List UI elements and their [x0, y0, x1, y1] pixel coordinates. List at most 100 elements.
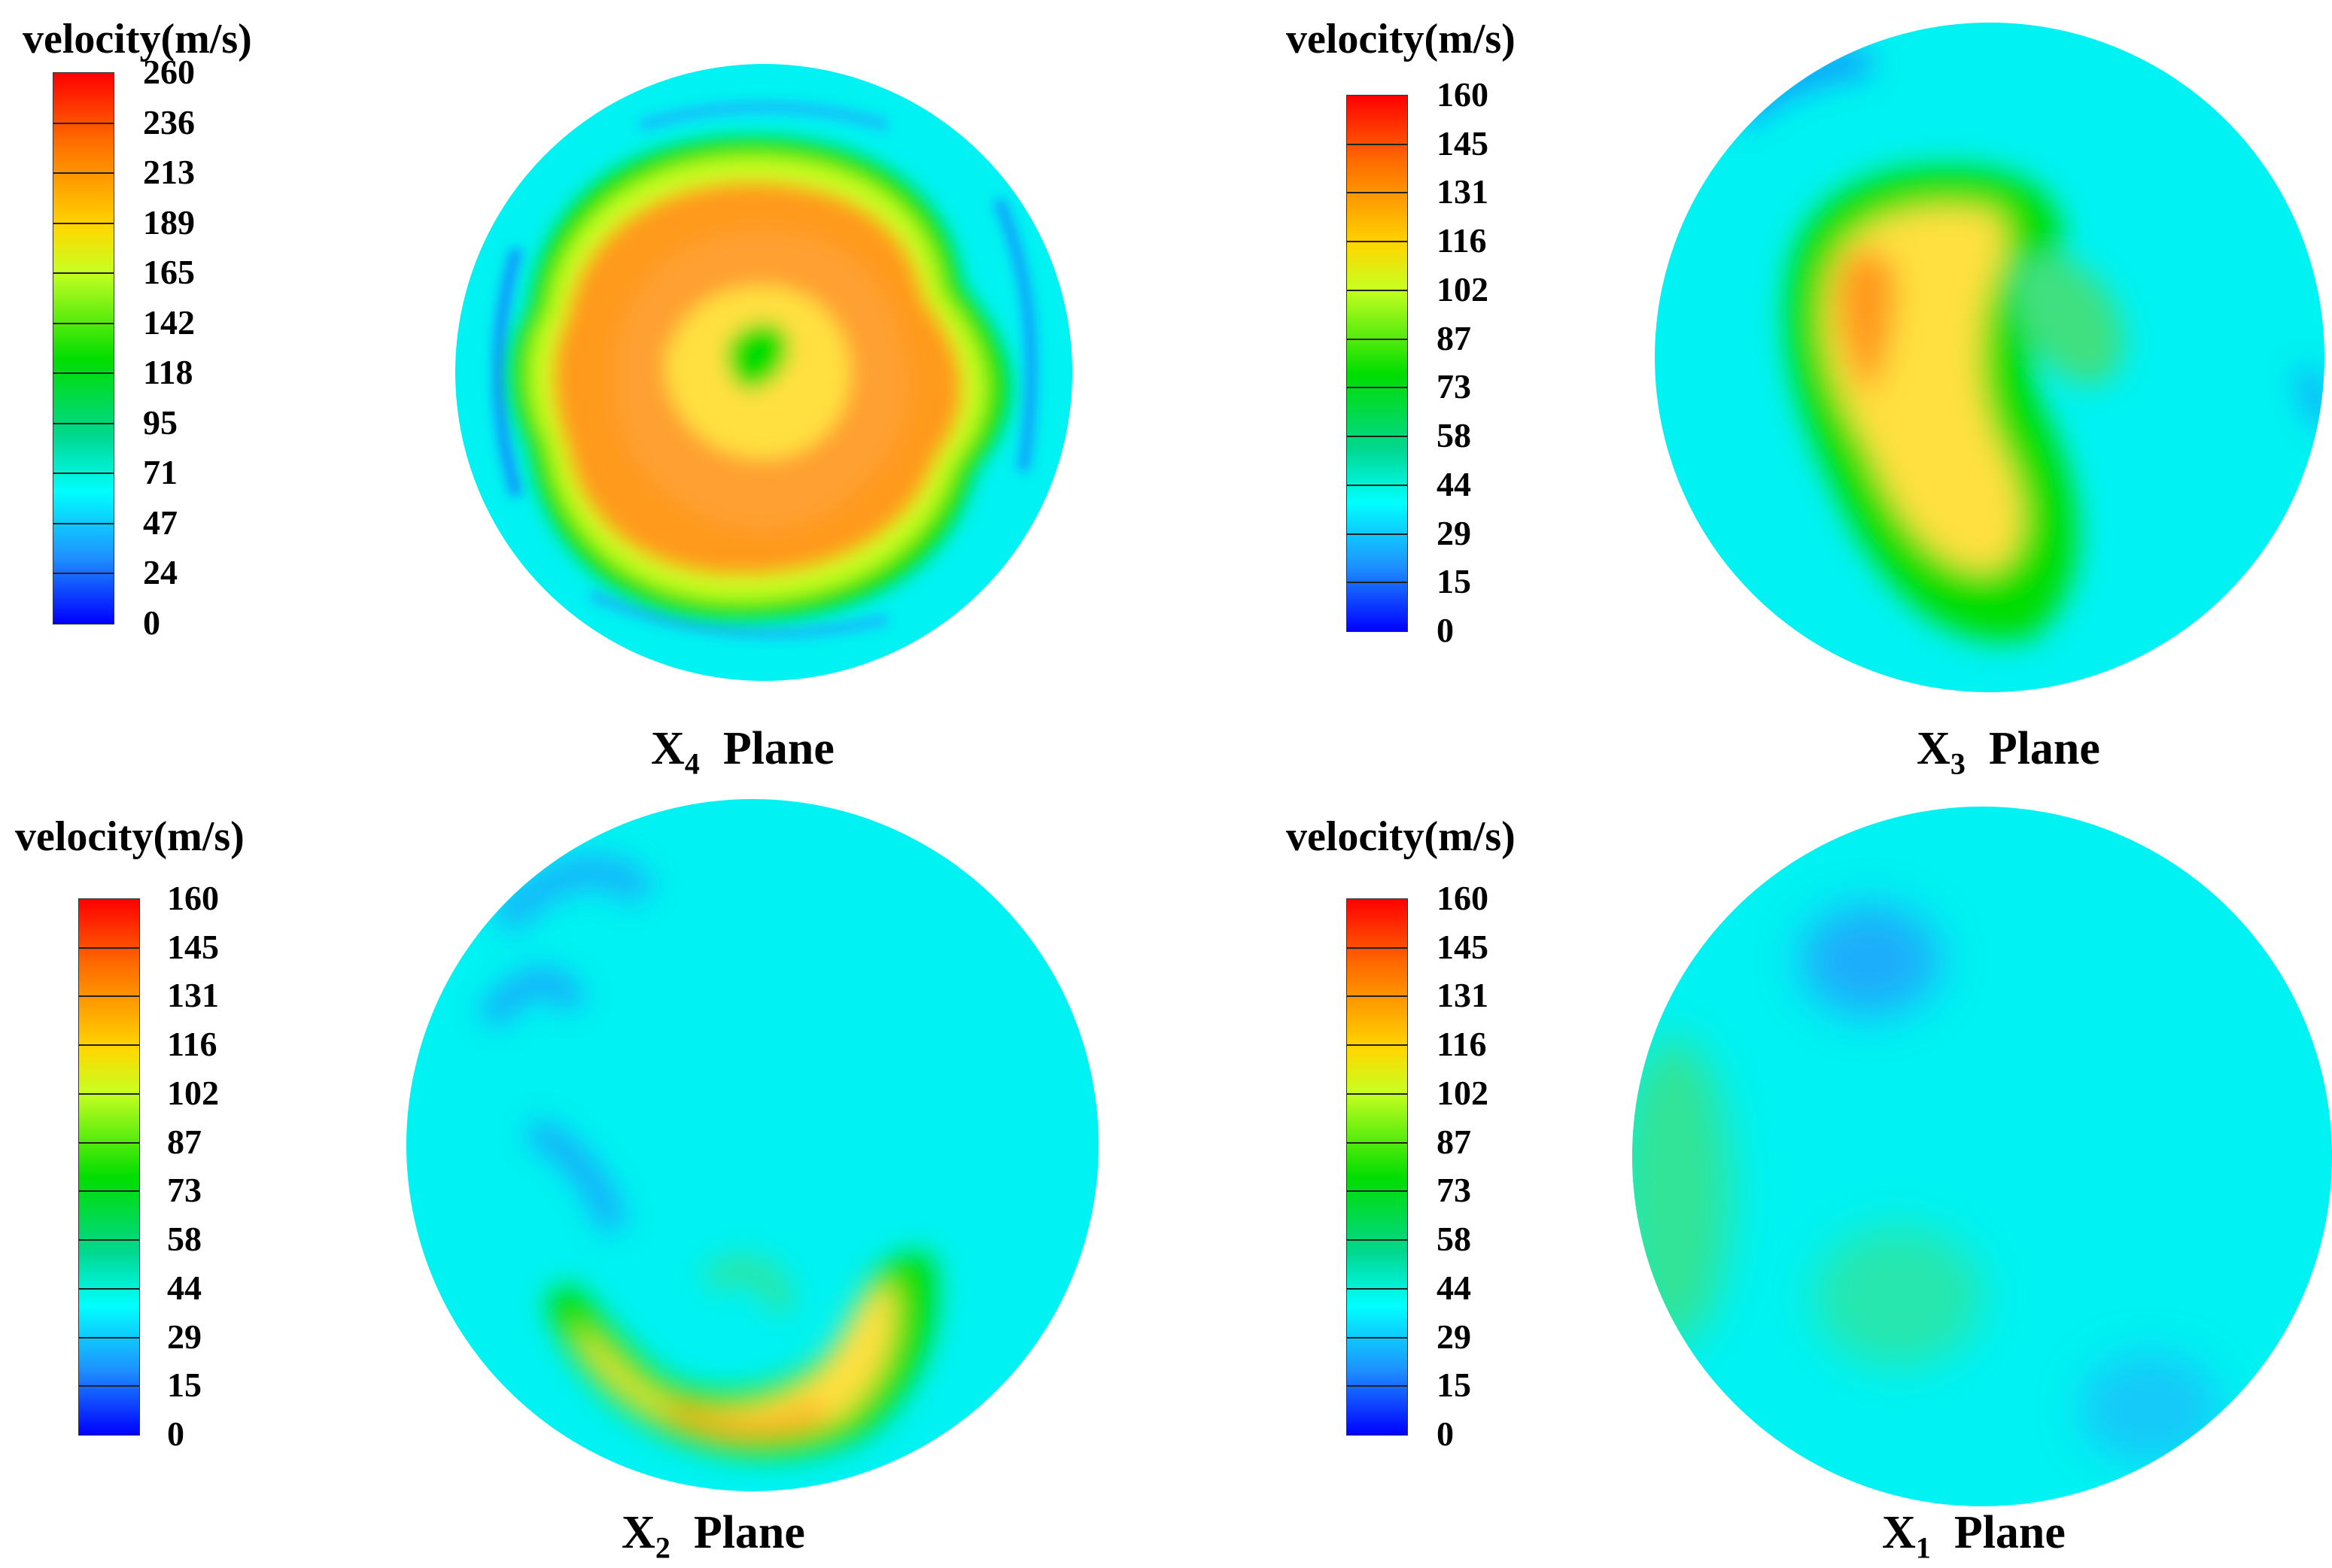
colorbar-tick	[1347, 995, 1407, 998]
colorbar-tick-label: 165	[143, 253, 195, 292]
colorbar-tick	[1347, 947, 1407, 949]
colorbar-tick	[79, 1044, 139, 1047]
colorbar-tick-label: 0	[1437, 1415, 1454, 1453]
field-background	[1632, 807, 2332, 1506]
colorbar-tick	[1347, 1190, 1407, 1193]
velocity-field-x4	[455, 64, 1072, 681]
colorbar-labels: 260 236 213 189 165 142 118 95 71 47 24 0	[143, 55, 233, 640]
colorbar-tick	[53, 222, 114, 224]
colorbar-tick	[79, 1385, 139, 1387]
colorbar-tick-label: 131	[1437, 172, 1488, 211]
colorbar-tick	[53, 322, 114, 324]
colorbar-tick-label: 29	[1437, 513, 1471, 552]
colorbar	[1346, 95, 1408, 632]
colorbar-title: velocity(m/s)	[1286, 813, 1516, 860]
colorbar-tick-label: 71	[143, 453, 178, 492]
panel-x4: velocity(m/s) 260 236 213 189 165 142 118 95 71 4…	[0, 0, 1166, 784]
colorbar-tick	[79, 1336, 139, 1339]
plane-label-x3: X3 Plane	[1917, 723, 2100, 781]
colorbar-tick	[79, 1239, 139, 1241]
colorbar-tick-label: 160	[1437, 75, 1488, 114]
colorbar-tick-label: 102	[1437, 1073, 1488, 1112]
colorbar-tick-label: 131	[167, 976, 219, 1015]
colorbar-tick	[79, 1092, 139, 1095]
colorbar-tick	[1347, 436, 1407, 438]
colorbar-tick	[1347, 1092, 1407, 1095]
colorbar-tick	[53, 522, 114, 524]
colorbar-tick	[1347, 192, 1407, 194]
panel-x1: velocity(m/s) 160 145 131 116 102 87 73 58 44 29 1…	[1166, 784, 2332, 1568]
colorbar	[53, 72, 114, 624]
colorbar-tick-label: 145	[1437, 927, 1488, 966]
colorbar-tick	[1347, 1336, 1407, 1339]
colorbar-tick	[79, 1190, 139, 1193]
colorbar-tick	[79, 947, 139, 949]
colorbar-tick	[1347, 143, 1407, 145]
colorbar-tick-label: 44	[167, 1268, 202, 1307]
colorbar-tick-label: 260	[143, 53, 195, 91]
colorbar-tick	[53, 473, 114, 475]
colorbar-tick	[1347, 582, 1407, 584]
colorbar-tick	[1347, 241, 1407, 243]
colorbar-tick-label: 44	[1437, 1268, 1471, 1307]
colorbar-tick-label: 95	[143, 403, 178, 442]
colorbar	[1346, 898, 1408, 1436]
colorbar-tick-label: 87	[1437, 318, 1471, 357]
colorbar-title: velocity(m/s)	[23, 16, 252, 62]
colorbar-tick-label: 160	[167, 879, 219, 917]
colorbar-labels: 160 145 131 116 102 87 73 58 44 29 15 0	[1437, 881, 1527, 1451]
colorbar-tick-label: 236	[143, 102, 195, 141]
colorbar-tick-label: 0	[167, 1415, 184, 1453]
colorbar-tick-label: 29	[167, 1317, 202, 1356]
colorbar-tick-label: 0	[1437, 611, 1454, 649]
colorbar	[78, 898, 140, 1436]
colorbar-tick-label: 73	[1437, 1171, 1471, 1210]
colorbar-tick-label: 58	[1437, 1220, 1471, 1259]
colorbar-tick	[1347, 387, 1407, 389]
colorbar-tick-label: 44	[1437, 464, 1471, 503]
colorbar-tick	[79, 995, 139, 998]
colorbar-tick-label: 145	[1437, 123, 1488, 163]
colorbar-tick-label: 116	[1437, 1025, 1487, 1064]
panel-x3: velocity(m/s) 160 145 131 116 102 87 73 58 44 29 1…	[1166, 0, 2331, 784]
velocity-field-x2	[406, 799, 1099, 1491]
colorbar-labels: 160 145 131 116 102 87 73 58 44 29 15 0	[167, 881, 257, 1451]
colorbar-tick	[53, 122, 114, 124]
colorbar-tick	[79, 1287, 139, 1290]
plane-label-x4: X4 Plane	[651, 723, 835, 781]
colorbar-tick-label: 58	[167, 1220, 202, 1259]
colorbar-tick-label: 102	[167, 1073, 219, 1112]
colorbar-tick-label: 160	[1437, 879, 1488, 917]
colorbar-tick-label: 116	[1437, 221, 1487, 260]
colorbar-tick-label: 15	[1437, 1366, 1471, 1405]
colorbar-tick-label: 73	[167, 1171, 202, 1210]
colorbar-tick-label: 47	[143, 503, 178, 542]
colorbar-title: velocity(m/s)	[1286, 16, 1516, 62]
colorbar-tick	[1347, 484, 1407, 486]
colorbar-tick-label: 73	[1437, 367, 1471, 406]
velocity-field-x1	[1632, 807, 2332, 1506]
colorbar-tick	[53, 272, 114, 275]
colorbar-tick-label: 24	[143, 553, 178, 592]
colorbar-tick-label: 189	[143, 202, 195, 242]
colorbar-tick-label: 29	[1437, 1317, 1471, 1356]
plane-label-x2: X2 Plane	[622, 1507, 805, 1565]
colorbar-tick-label: 87	[167, 1122, 202, 1161]
colorbar-tick-label: 87	[1437, 1122, 1471, 1161]
colorbar-tick	[1347, 1239, 1407, 1241]
colorbar-tick	[1347, 1141, 1407, 1144]
colorbar-tick	[1347, 289, 1407, 291]
colorbar-tick	[79, 1141, 139, 1144]
colorbar-tick	[53, 172, 114, 175]
colorbar-tick-label: 102	[1437, 269, 1488, 308]
colorbar-tick-label: 58	[1437, 416, 1471, 455]
colorbar-tick	[1347, 533, 1407, 535]
colorbar-tick	[53, 422, 114, 424]
colorbar-tick	[1347, 1044, 1407, 1047]
velocity-field-x3	[1655, 23, 2324, 692]
panel-x2: velocity(m/s) 160 145 131 116 102 87 73 58 44 29 1…	[0, 784, 1166, 1568]
colorbar-tick-label: 0	[143, 603, 160, 642]
colorbar-tick-label: 142	[143, 302, 195, 342]
colorbar-tick	[1347, 338, 1407, 340]
colorbar-labels: 160 145 131 116 102 87 73 58 44 29 15 0	[1437, 77, 1527, 648]
